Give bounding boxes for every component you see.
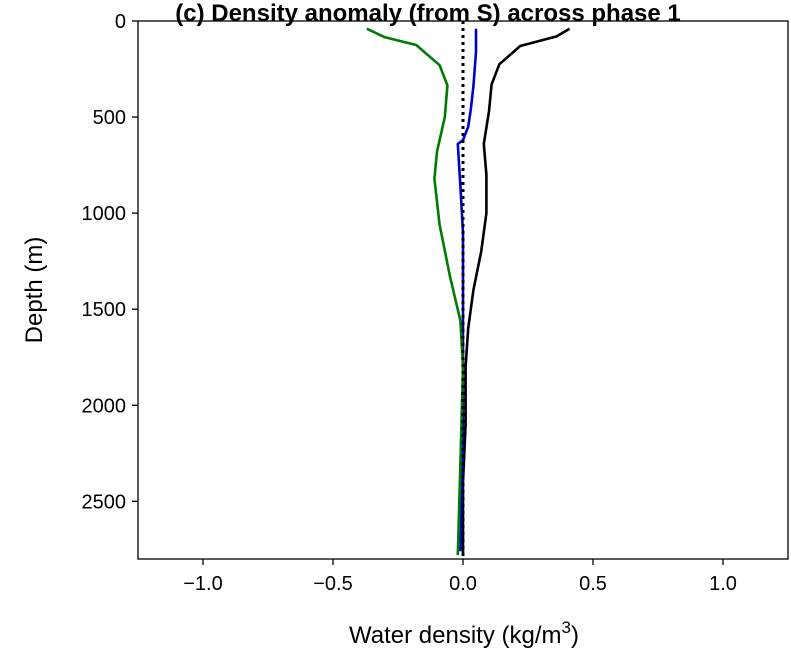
y-axis: 0 500 1000 1500 2000 2500 (82, 11, 138, 513)
y-axis-label: Depth (m) (21, 237, 48, 344)
x-axis-label: Water density (kg/m3) (349, 618, 579, 649)
y-tick-label: 2000 (82, 395, 127, 417)
series-line-3 (366, 27, 465, 556)
x-axis: −1.0 −0.5 0.0 0.5 1.0 (183, 559, 737, 595)
x-tick-label: −0.5 (313, 573, 352, 595)
x-axis-label-main: Water density (kg/m (349, 622, 562, 649)
x-axis-label-superscript: 3 (562, 618, 571, 637)
series-layer (366, 21, 571, 559)
chart-title: (c) Density anomaly (from S) across phas… (175, 0, 681, 27)
x-tick-label: −1.0 (183, 573, 222, 595)
y-tick-label: 1500 (82, 299, 127, 321)
x-axis-label-suffix: ) (571, 622, 579, 649)
y-tick-label: 2500 (82, 491, 127, 513)
y-tick-label: 0 (115, 11, 126, 33)
x-tick-label: 1.0 (709, 573, 737, 595)
x-tick-label: 0.5 (579, 573, 607, 595)
y-tick-label: 1000 (82, 203, 127, 225)
y-tick-label: 500 (93, 107, 126, 129)
x-tick-label: 0.0 (449, 573, 477, 595)
series-line-1 (461, 27, 571, 554)
